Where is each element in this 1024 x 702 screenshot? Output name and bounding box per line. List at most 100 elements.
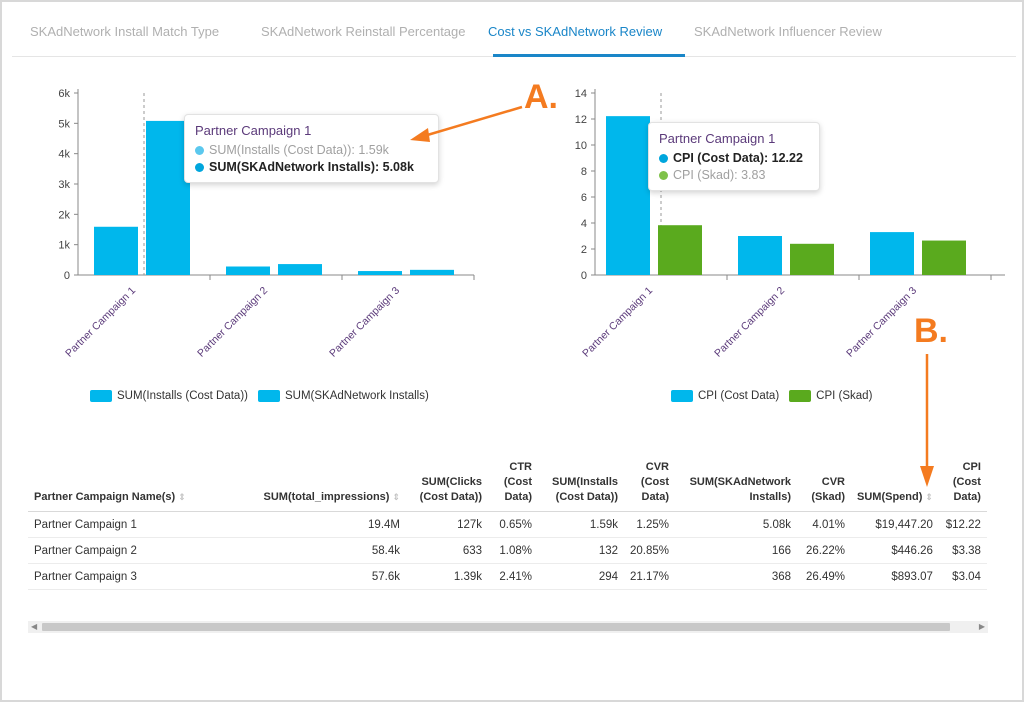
x-tick-label: Partner Campaign 2	[195, 285, 270, 360]
bar[interactable]	[922, 240, 966, 275]
legend-swatch	[671, 390, 693, 402]
tooltip-row: CPI (Cost Data): 12.22	[659, 151, 809, 165]
legend-item-installs-cost[interactable]: SUM(Installs (Cost Data))	[90, 390, 248, 402]
column-header-label: CTR (Cost Data)	[503, 461, 532, 503]
table-row[interactable]: Partner Campaign 1 19.4M 127k 0.65% 1.59…	[28, 511, 987, 538]
table-cell: $12.22	[938, 511, 987, 538]
y-tick-label: 0	[581, 270, 587, 282]
bar[interactable]	[278, 264, 322, 275]
tooltip-row-label: CPI (Cost Data): 12.22	[673, 151, 803, 165]
column-header[interactable]: SUM(total_impressions) ⇕	[256, 460, 406, 512]
y-tick-label: 6	[581, 192, 587, 204]
table-horizontal-scrollbar[interactable]: ◀ ▶	[28, 621, 988, 633]
table-cell: 1.59k	[538, 511, 624, 538]
column-header-label: SUM(Installs (Cost Data))	[551, 476, 618, 503]
bar[interactable]	[226, 266, 270, 275]
bar[interactable]	[870, 232, 914, 275]
report-tabs: SKAdNetwork Install Match Type SKAdNetwo…	[12, 2, 1016, 57]
table-row[interactable]: Partner Campaign 3 57.6k 1.39k 2.41% 294…	[28, 563, 987, 590]
column-header-label: SUM(Clicks (Cost Data))	[419, 476, 482, 503]
column-header[interactable]: CVR (Cost Data)	[624, 460, 676, 512]
table-cell: 4.01%	[797, 511, 852, 538]
annotation-a-label: A.	[524, 78, 558, 116]
series-dot-icon	[195, 162, 204, 172]
table-cell: 21.17%	[624, 563, 676, 590]
active-tab-indicator	[493, 54, 685, 57]
column-header[interactable]: CVR (Skad)	[797, 460, 852, 512]
column-header-label: SUM(SKAdNetwork Installs)	[689, 476, 792, 503]
y-tick-label: 0	[64, 270, 70, 282]
tooltip-title: Partner Campaign 1	[659, 131, 776, 146]
sort-icon[interactable]: ⇕	[392, 492, 400, 502]
y-tick-label: 6k	[58, 88, 70, 100]
table-cell: $893.07	[851, 563, 939, 590]
legend-item-cpi-skad[interactable]: CPI (Skad)	[789, 390, 872, 402]
column-header-label: SUM(Spend)	[857, 491, 923, 503]
sort-icon[interactable]: ⇕	[925, 492, 933, 502]
x-tick-label: Partner Campaign 1	[63, 285, 138, 360]
tab-cost-vs-skadnetwork[interactable]: Cost vs SKAdNetwork Review	[488, 24, 663, 39]
scroll-right-icon[interactable]: ▶	[978, 622, 985, 631]
series-dot-icon	[659, 170, 668, 180]
legend-swatch	[90, 390, 112, 402]
table-cell: 1.39k	[406, 563, 488, 590]
scroll-left-icon[interactable]: ◀	[31, 622, 38, 631]
bar[interactable]	[146, 120, 190, 275]
table-cell: 19.4M	[256, 511, 406, 538]
column-header[interactable]: CTR (Cost Data)	[488, 460, 538, 512]
bar[interactable]	[94, 226, 138, 275]
table-cell: 368	[675, 563, 798, 590]
campaign-table: Partner Campaign Name(s) ⇕ SUM(total_impr…	[28, 460, 987, 590]
bar[interactable]	[410, 269, 454, 275]
table-cell: 1.25%	[624, 511, 676, 538]
legend-item-skad-installs[interactable]: SUM(SKAdNetwork Installs)	[258, 390, 429, 402]
column-header-label: CVR (Skad)	[811, 476, 846, 503]
x-tick-label: Partner Campaign 3	[327, 285, 402, 360]
bar[interactable]	[606, 116, 650, 275]
column-header[interactable]: SUM(SKAdNetwork Installs)	[675, 460, 798, 512]
column-header[interactable]: SUM(Clicks (Cost Data))	[406, 460, 488, 512]
x-tick-label: Partner Campaign 1	[580, 285, 655, 360]
table-row[interactable]: Partner Campaign 2 58.4k 633 1.08% 132 2…	[28, 537, 987, 564]
cpi-chart-legend: CPI (Cost Data) CPI (Skad)	[671, 390, 882, 402]
table-cell: 633	[406, 537, 488, 564]
bar[interactable]	[790, 243, 834, 275]
scrollbar-thumb[interactable]	[42, 623, 950, 631]
x-tick-label: Partner Campaign 2	[712, 285, 787, 360]
bar[interactable]	[738, 236, 782, 275]
column-header[interactable]: Partner Campaign Name(s) ⇕	[28, 460, 256, 512]
column-header-label: CVR (Cost Data)	[640, 461, 670, 503]
tab-influencer-review[interactable]: SKAdNetwork Influencer Review	[694, 24, 882, 39]
column-header-label: Partner Campaign Name(s)	[34, 491, 176, 503]
y-tick-label: 12	[575, 114, 587, 126]
y-tick-label: 4	[581, 218, 587, 230]
series-dot-icon	[659, 153, 668, 163]
tooltip-row: SUM(SKAdNetwork Installs): 5.08k	[195, 160, 428, 174]
sort-icon[interactable]: ⇕	[178, 492, 186, 502]
column-header[interactable]: CPI (Cost Data)	[938, 460, 987, 512]
y-tick-label: 2k	[58, 209, 70, 221]
table-cell: 5.08k	[675, 511, 798, 538]
legend-swatch	[258, 390, 280, 402]
installs-chart-tooltip: Partner Campaign 1 SUM(Installs (Cost Da…	[184, 114, 439, 183]
bar[interactable]	[658, 225, 702, 275]
y-tick-label: 14	[575, 88, 587, 100]
legend-item-cpi-cost[interactable]: CPI (Cost Data)	[671, 390, 779, 402]
y-tick-label: 5k	[58, 118, 70, 130]
tab-install-match-type[interactable]: SKAdNetwork Install Match Type	[30, 24, 220, 39]
legend-label: SUM(Installs (Cost Data))	[117, 390, 248, 402]
bar[interactable]	[358, 271, 402, 275]
annotation-a-arrow	[410, 105, 523, 142]
x-tick-label: Partner Campaign 3	[844, 285, 919, 360]
tooltip-row: SUM(Installs (Cost Data)): 1.59k	[195, 143, 428, 157]
column-header[interactable]: SUM(Installs (Cost Data))	[538, 460, 624, 512]
table-cell: 166	[675, 537, 798, 564]
tooltip-row-label: CPI (Skad): 3.83	[673, 168, 766, 182]
tooltip-row: CPI (Skad): 3.83	[659, 168, 809, 182]
cpi-chart-tooltip: Partner Campaign 1 CPI (Cost Data): 12.2…	[648, 122, 820, 191]
annotation-b-label: B.	[914, 312, 948, 350]
tab-reinstall-percentage[interactable]: SKAdNetwork Reinstall Percentage	[261, 24, 466, 39]
column-header[interactable]: SUM(Spend) ⇕	[851, 460, 939, 512]
